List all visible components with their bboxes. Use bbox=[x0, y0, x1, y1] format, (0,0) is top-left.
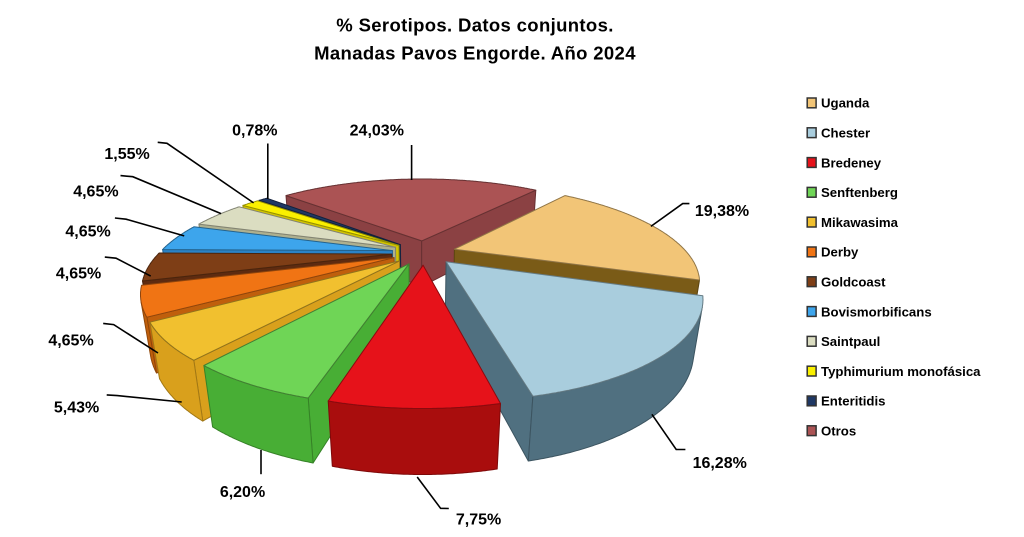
svg-text:19,38%: 19,38% bbox=[695, 203, 749, 220]
svg-text:16,28%: 16,28% bbox=[693, 455, 747, 472]
svg-text:Uganda: Uganda bbox=[821, 96, 870, 111]
svg-text:Bredeney: Bredeney bbox=[821, 155, 882, 170]
svg-text:Enteritidis: Enteritidis bbox=[821, 394, 885, 409]
svg-text:Bovismorbificans: Bovismorbificans bbox=[821, 304, 932, 319]
svg-text:4,65%: 4,65% bbox=[65, 223, 110, 240]
svg-text:Mikawasima: Mikawasima bbox=[821, 215, 899, 230]
svg-text:4,65%: 4,65% bbox=[56, 266, 101, 283]
svg-text:24,03%: 24,03% bbox=[350, 123, 404, 140]
svg-text:5,43%: 5,43% bbox=[54, 399, 99, 416]
svg-text:4,65%: 4,65% bbox=[48, 333, 93, 350]
svg-text:0,78%: 0,78% bbox=[232, 123, 277, 140]
svg-text:Saintpaul: Saintpaul bbox=[821, 334, 880, 349]
svg-text:Derby: Derby bbox=[821, 245, 859, 260]
svg-text:Typhimurium monofásica: Typhimurium monofásica bbox=[821, 364, 981, 379]
svg-text:% Serotipos. Datos conjuntos.: % Serotipos. Datos conjuntos. bbox=[336, 15, 613, 36]
svg-text:Senftenberg: Senftenberg bbox=[821, 185, 898, 200]
svg-text:Goldcoast: Goldcoast bbox=[821, 275, 886, 290]
svg-text:4,65%: 4,65% bbox=[73, 183, 118, 200]
svg-text:7,75%: 7,75% bbox=[456, 512, 501, 529]
svg-text:6,20%: 6,20% bbox=[220, 484, 265, 501]
svg-text:Chester: Chester bbox=[821, 126, 870, 141]
svg-text:1,55%: 1,55% bbox=[104, 146, 149, 163]
svg-text:Manadas Pavos Engorde. Año 202: Manadas Pavos Engorde. Año 2024 bbox=[314, 43, 636, 64]
svg-text:Otros: Otros bbox=[821, 424, 856, 439]
